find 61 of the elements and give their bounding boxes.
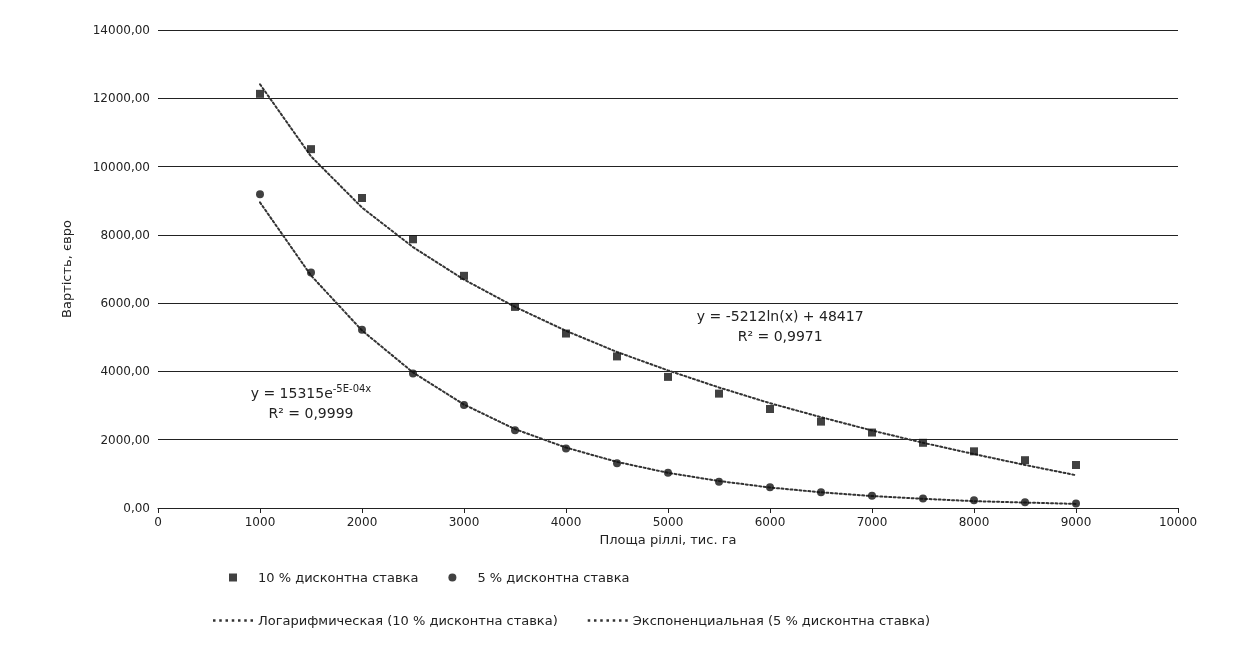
point — [868, 428, 876, 437]
x-tick-label: 1000 — [244, 515, 276, 529]
point — [256, 89, 264, 98]
point — [919, 494, 927, 503]
point — [766, 404, 774, 413]
y-tick-label: 0,00 — [123, 501, 150, 515]
point — [715, 477, 723, 486]
point — [970, 447, 978, 456]
y-tick-label: 12000,00 — [92, 91, 150, 106]
y-tick-label: 2000,00 — [100, 432, 150, 447]
point — [970, 496, 978, 505]
point — [664, 372, 672, 381]
legend-label: Экспоненциальная (5 % дисконтна ставка) — [632, 613, 931, 628]
y-tick-label: 10000,00 — [92, 159, 150, 174]
point — [613, 459, 621, 468]
x-tick-label: 0 — [154, 515, 162, 529]
legend-label: Логарифмическая (10 % дисконтна ставка) — [258, 613, 558, 628]
x-axis-title: Площа ріллі, тис. га — [599, 531, 737, 547]
point — [562, 444, 570, 453]
x-tick-label: 7000 — [856, 515, 888, 529]
point — [817, 417, 825, 426]
x-tick-label: 6000 — [754, 515, 786, 529]
point — [358, 325, 366, 334]
point — [919, 438, 927, 447]
point — [307, 268, 315, 277]
point — [766, 483, 774, 492]
y-tick-label: 14000,00 — [92, 23, 150, 37]
legend-label: 5 % дисконтна ставка — [477, 570, 630, 585]
x-tick-label: 10000 — [1158, 515, 1198, 529]
x-tick-label: 4000 — [550, 515, 582, 529]
point — [460, 271, 468, 280]
y-tick-label: 8000,00 — [100, 227, 150, 242]
point — [1072, 499, 1080, 508]
x-tick-label: 3000 — [448, 515, 480, 529]
point — [715, 389, 723, 398]
point — [307, 145, 315, 154]
point — [409, 369, 417, 378]
annotation: y = -5212ln(x) + 48417 R² = 0,9971 — [696, 308, 864, 345]
x-tick-label: 8000 — [958, 515, 990, 529]
x-tick-label: 2000 — [346, 515, 378, 529]
point — [256, 190, 264, 199]
x-tick-label: 9000 — [1060, 515, 1092, 529]
point — [511, 426, 519, 435]
y-tick-label: 6000,00 — [100, 296, 150, 311]
point — [1021, 498, 1029, 507]
point — [511, 302, 519, 311]
legend-label: 10 % дисконтна ставка — [258, 570, 419, 585]
point — [868, 491, 876, 500]
point — [1021, 456, 1029, 465]
point — [1072, 460, 1080, 469]
point — [409, 235, 417, 244]
point — [460, 400, 468, 409]
point — [664, 468, 672, 477]
point — [562, 329, 570, 338]
point — [358, 193, 366, 202]
point — [613, 352, 621, 361]
point — [817, 488, 825, 497]
x-tick-label: 5000 — [652, 515, 684, 529]
y-tick-label: 4000,00 — [100, 364, 150, 379]
line-series — [259, 83, 1077, 477]
y-axis-title: Вартість, євро — [59, 219, 74, 318]
